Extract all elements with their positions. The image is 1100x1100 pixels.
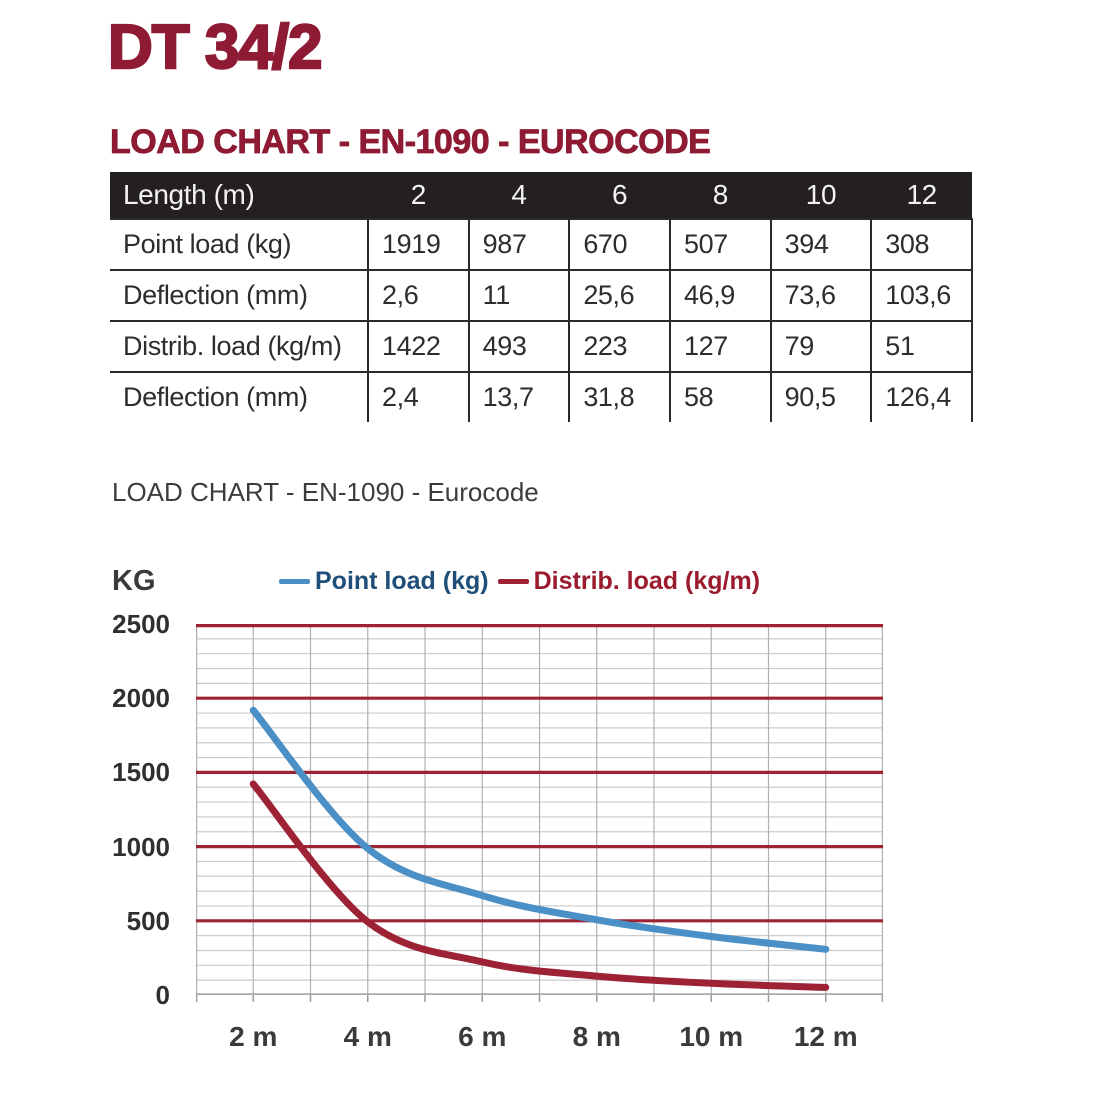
load-table: Length (m) 2 4 6 8 10 12 Point load (kg) 1919 98… (110, 172, 973, 422)
row-label-cell: Point load (kg) (110, 218, 368, 270)
x-tick-label: 4 m (343, 1021, 392, 1052)
length-value-header: 10 (770, 172, 872, 219)
value-cell: 73,6 (769, 269, 872, 321)
y-tick-label: 2500 (112, 609, 170, 639)
distrib-load-curve (249, 780, 830, 991)
legend-item-distrib-load: Distrib. load (kg/m) (497, 567, 761, 596)
chart-legend: Point load (kg) Distrib. load (kg/m) (279, 567, 760, 596)
y-axis-unit-label: KG (112, 565, 156, 597)
x-tick-label: 12 m (793, 1021, 858, 1052)
table-row: Deflection (mm) 2,6 11 25,6 46,9 73,6 103,6 (110, 269, 973, 321)
x-tick-label: 10 m (679, 1021, 744, 1052)
value-cell: 58 (668, 371, 771, 422)
point-load-curve (249, 706, 830, 953)
value-cell: 670 (568, 218, 670, 270)
x-tick-label: 8 m (572, 1021, 621, 1052)
row-label-cell: Deflection (mm) (110, 371, 368, 422)
row-label-cell: Distrib. load (kg/m) (110, 320, 368, 372)
x-tick-label: 6 m (458, 1021, 507, 1052)
x-tick-label: 2 m (229, 1021, 278, 1052)
length-value-header: 6 (569, 172, 670, 219)
length-header-cell: Length (m) (110, 172, 368, 219)
table-header-row: Length (m) 2 4 6 8 10 12 (110, 172, 972, 219)
value-cell: 1422 (367, 320, 469, 372)
section-heading: LOAD CHART - EN-1090 - EUROCODE (110, 123, 712, 162)
value-cell: 308 (870, 218, 973, 270)
legend-label-point-load: Point load (kg) (315, 567, 489, 595)
legend-item-point-load: Point load (kg) (279, 567, 489, 596)
value-cell: 987 (467, 218, 570, 270)
length-value-header: 12 (871, 172, 972, 219)
length-value-header: 8 (669, 172, 771, 219)
value-cell: 31,8 (568, 371, 670, 422)
legend-label-distrib-load: Distrib. load (kg/m) (533, 567, 761, 595)
y-tick-label: 0 (155, 980, 170, 1010)
value-cell: 394 (769, 218, 872, 270)
page-title: DT 34/2 (107, 12, 324, 83)
table-row: Distrib. load (kg/m) 1422 493 223 127 79 51 (110, 320, 973, 372)
value-cell: 25,6 (568, 269, 670, 321)
value-cell: 126,4 (870, 371, 973, 422)
value-cell: 493 (467, 320, 570, 372)
table-row: Deflection (mm) 2,4 13,7 31,8 58 90,5 126,4 (110, 371, 973, 422)
length-value-header: 4 (468, 172, 570, 219)
y-tick-label: 2000 (112, 683, 170, 714)
value-cell: 507 (668, 218, 771, 270)
value-cell: 51 (870, 320, 973, 372)
value-cell: 11 (467, 269, 570, 321)
value-cell: 103,6 (870, 269, 973, 321)
value-cell: 79 (769, 320, 872, 372)
value-cell: 46,9 (668, 269, 771, 321)
value-cell: 13,7 (467, 371, 570, 422)
length-value-header: 2 (368, 172, 469, 219)
value-cell: 90,5 (769, 371, 872, 422)
row-label-cell: Deflection (mm) (110, 269, 368, 321)
value-cell: 2,4 (367, 371, 469, 422)
y-tick-label: 1000 (112, 831, 170, 862)
value-cell: 1919 (367, 218, 469, 270)
value-cell: 127 (668, 320, 771, 372)
distrib-load-line-swatch-icon (497, 579, 529, 584)
plot-area (196, 624, 883, 1002)
point-load-line-swatch-icon (279, 579, 310, 584)
table-row: Point load (kg) 1919 987 670 507 394 308 (110, 218, 973, 270)
y-tick-label: 1500 (112, 757, 170, 788)
y-tick-label: 500 (126, 905, 170, 936)
value-cell: 223 (568, 320, 670, 372)
value-cell: 2,6 (367, 269, 469, 321)
chart-caption: LOAD CHART - EN-1090 - Eurocode (112, 477, 539, 507)
